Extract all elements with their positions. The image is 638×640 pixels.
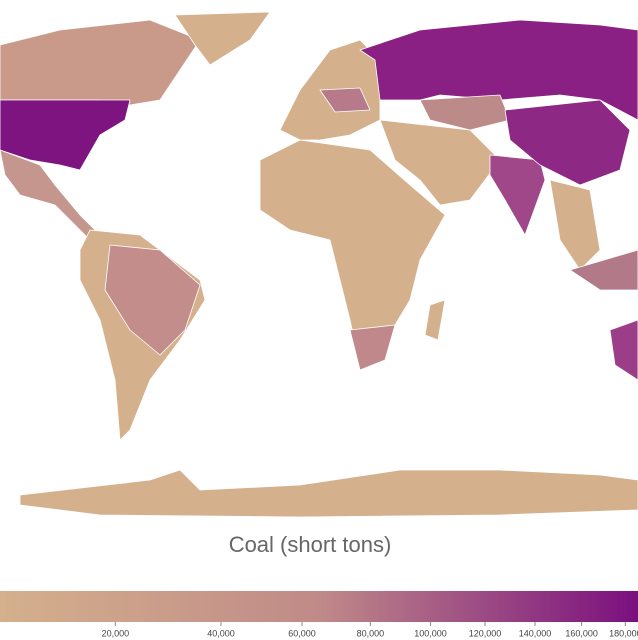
country [104, 244, 201, 356]
country [359, 19, 638, 121]
country [424, 299, 446, 341]
country [504, 99, 631, 186]
colorbar-title: Coal (short tons) [229, 532, 392, 557]
country [419, 94, 511, 131]
tick-label: 60,000 [288, 628, 316, 638]
tick-label: 40,000 [207, 628, 235, 638]
tick-label: 140,000 [519, 628, 552, 638]
country [319, 87, 371, 113]
country [0, 19, 201, 106]
tick-label: 20,000 [102, 628, 130, 638]
tick-label: 120,000 [469, 628, 502, 638]
tick-label: 100,000 [414, 628, 447, 638]
country [569, 249, 638, 291]
tick-label: 80,000 [357, 628, 385, 638]
country [549, 179, 601, 271]
country [174, 11, 271, 66]
country [19, 469, 638, 518]
colorbar [0, 591, 638, 622]
tick-label: 160,000 [565, 628, 598, 638]
world-map [0, 11, 638, 518]
country [489, 154, 546, 236]
country [379, 119, 501, 206]
country [349, 324, 396, 371]
tick-label: 180,000 [609, 628, 638, 638]
country [609, 319, 638, 381]
